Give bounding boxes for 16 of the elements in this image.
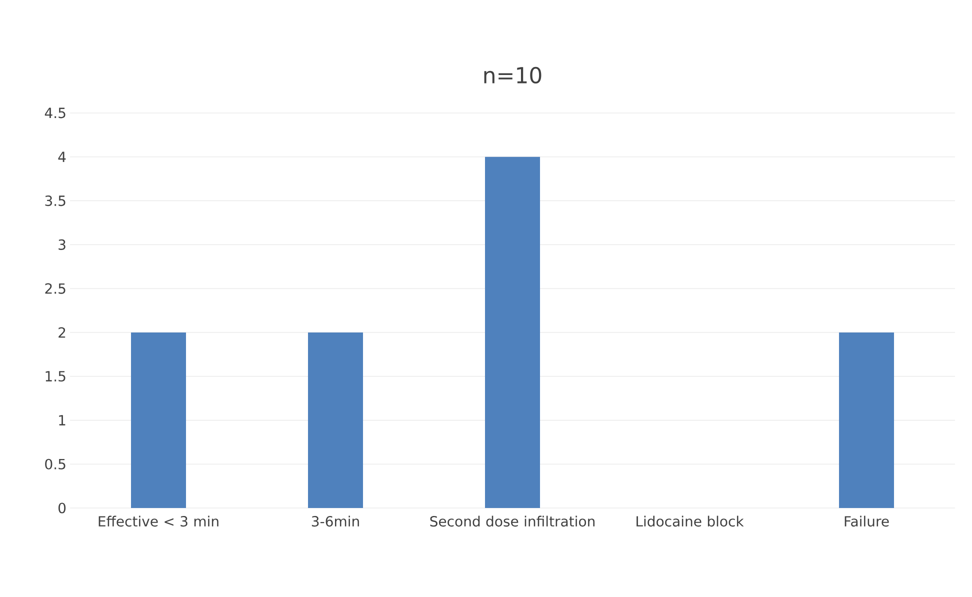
y-tick-label: 1.5: [46, 371, 66, 382]
y-tick-label: 0.5: [45, 458, 66, 470]
y-tick-label: 3.5: [45, 195, 66, 206]
y-tick-label: 3: [58, 239, 66, 250]
y-tick-label: 0: [58, 502, 66, 514]
x-tick-label: Failure: [844, 516, 889, 527]
x-tick-label: Lidocaine block: [636, 516, 744, 527]
x-tick-label: Second dose infiltration: [430, 516, 594, 527]
y-tick-label: 2.5: [45, 283, 66, 294]
y-tick-label: 4.5: [44, 108, 66, 118]
chart-title: n=10: [484, 66, 542, 84]
x-tick-label: 3-6min: [312, 516, 359, 527]
y-tick-label: 1: [59, 415, 66, 426]
y-tick-label: 2: [58, 327, 66, 338]
x-tick-label: Effective < 3 min: [98, 516, 218, 527]
y-tick-label: 4: [58, 152, 66, 162]
